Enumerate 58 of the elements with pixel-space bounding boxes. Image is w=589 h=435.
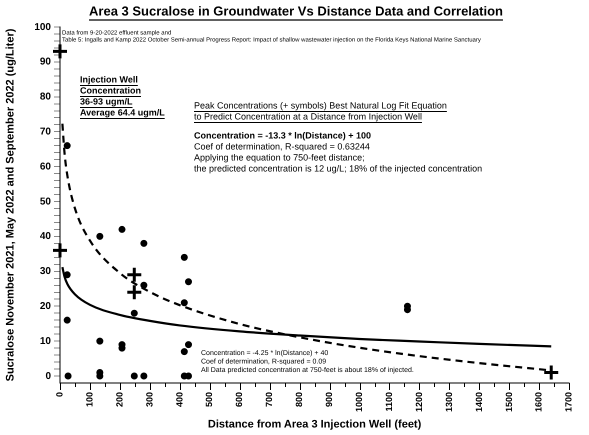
x-tick-label: 600 <box>234 392 244 408</box>
point <box>140 372 148 380</box>
x-tick-label: 1000 <box>354 392 364 412</box>
point <box>140 240 148 247</box>
x-tick-label: 300 <box>144 392 154 408</box>
annotation: Peak Concentrations (+ symbols) Best Natural Log Fit Equation to Predict Concentration at a Distance from Injection Well <box>194 100 447 122</box>
x-tick-label: 0 <box>54 392 64 398</box>
y-tick-label: 40 <box>40 231 52 242</box>
point <box>64 372 72 380</box>
x-tick-label: 1600 <box>534 392 544 412</box>
point <box>118 226 126 233</box>
x-tick-label: 1400 <box>474 392 484 412</box>
x-tick-label: 700 <box>264 392 274 408</box>
point <box>542 364 560 382</box>
point <box>185 341 192 348</box>
point <box>52 242 68 259</box>
x-tick-label: 200 <box>114 392 124 408</box>
y-tick-label: 20 <box>40 300 52 312</box>
y-tick-label: 10 <box>40 336 52 347</box>
y-tick-label: 60 <box>40 161 52 172</box>
point <box>130 310 138 317</box>
y-tick-label: 100 <box>34 22 52 33</box>
annotation: Injection Well Concentration 36-93 ugm/L Average 64.4 ugm/L <box>80 74 166 118</box>
x-tick-label: 1200 <box>414 392 424 412</box>
y-tick-label: 90 <box>40 56 52 68</box>
x-tick-label: 1100 <box>384 392 394 412</box>
x-tick-label: 1500 <box>504 392 514 412</box>
point <box>64 316 71 324</box>
chart-title: Area 3 Sucralose in Groundwater Vs Distance Data and Correlation <box>89 4 504 19</box>
point <box>96 232 104 240</box>
point <box>185 372 192 380</box>
annotation: Concentration = -13.3 * ln(Distance) + 100 Coef of determination, R-squared = 0.63244 Applying the equation to 750-feet distance; the predicted concentration is 12 ug/L; 18% of the injected concentration <box>194 130 482 174</box>
point <box>126 266 143 284</box>
point <box>130 372 138 380</box>
y-axis-title: Sucralose November 2021, May 2022 and September 2022 (ug/Liter) <box>4 28 17 382</box>
y-tick-label: 30 <box>40 266 52 278</box>
x-tick-label: 1300 <box>444 392 454 412</box>
point <box>180 348 188 356</box>
point <box>140 282 148 289</box>
y-tick-label: 50 <box>40 196 52 208</box>
x-tick-label: 900 <box>324 392 334 408</box>
x-tick-label: 500 <box>204 392 214 408</box>
point <box>96 338 104 345</box>
point <box>126 284 143 301</box>
y-tick-label: 70 <box>40 126 52 138</box>
point <box>64 271 71 278</box>
point <box>64 142 71 150</box>
x-tick-label: 800 <box>294 392 304 408</box>
point <box>180 254 188 261</box>
y-tick-label: 80 <box>40 92 52 103</box>
point <box>52 42 68 60</box>
point <box>185 278 192 286</box>
point <box>180 299 188 306</box>
x-tick-label: 1700 <box>564 392 574 412</box>
x-tick-label: 400 <box>174 392 184 408</box>
x-axis-title: Distance from Area 3 Injection Well (feet) <box>208 418 422 430</box>
x-tick-label: 100 <box>84 392 94 408</box>
y-tick-label: 0 <box>45 370 52 382</box>
